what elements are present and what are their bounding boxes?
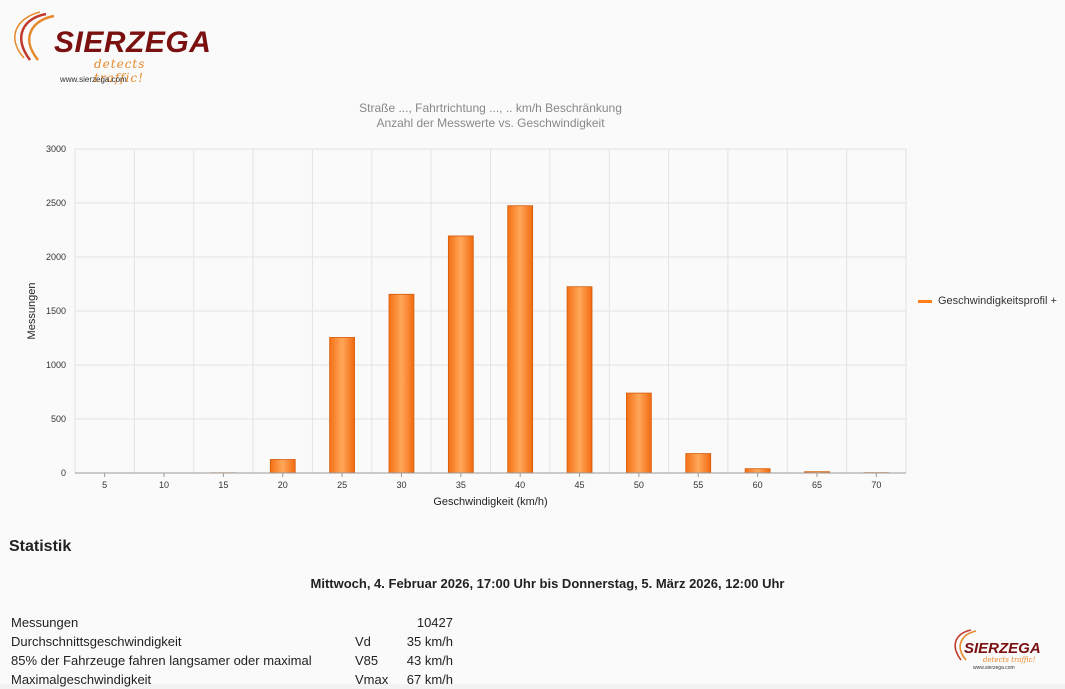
y-tick-label: 1000	[46, 360, 66, 370]
y-tick-label: 0	[61, 468, 66, 478]
x-tick-label: 50	[634, 480, 644, 490]
y-tick-label: 500	[51, 414, 66, 424]
speed-histogram-chart: Straße ..., Fahrtrichtung ..., .. km/h B…	[0, 95, 1065, 525]
stats-value: 35 km/h	[400, 632, 453, 651]
sierzega-logo: SIERZEGA detects traffic! www.sierzega.c…	[6, 8, 196, 88]
x-tick-label: 55	[693, 480, 703, 490]
legend-label: Geschwindigkeitsprofil +	[938, 295, 1057, 307]
measurement-period: Mittwoch, 4. Februar 2026, 17:00 Uhr bis…	[0, 576, 1065, 591]
x-tick-label: 70	[871, 480, 881, 490]
x-tick-label: 45	[575, 480, 585, 490]
stats-symbol: Vd	[355, 632, 400, 651]
y-axis-title: Messungen	[26, 283, 38, 340]
stats-value: 10427	[400, 613, 453, 632]
footer-logo-url: www.sierzega.com	[973, 665, 1015, 671]
histogram-bar	[270, 460, 295, 474]
chart-legend[interactable]: Geschwindigkeitsprofil +	[918, 295, 1057, 307]
stats-symbol: Vmax	[355, 670, 400, 689]
histogram-bar	[330, 337, 355, 473]
histogram-bar	[686, 454, 711, 473]
x-tick-label: 65	[812, 480, 822, 490]
x-tick-label: 35	[456, 480, 466, 490]
x-tick-label: 15	[218, 480, 228, 490]
chart-subtitle: Anzahl der Messwerte vs. Geschwindigkeit	[376, 116, 605, 130]
y-tick-label: 3000	[46, 144, 66, 154]
stats-row: 85% der Fahrzeuge fahren langsamer oder …	[11, 651, 453, 670]
y-tick-label: 2500	[46, 198, 66, 208]
y-tick-label: 2000	[46, 252, 66, 262]
chart-title: Straße ..., Fahrtrichtung ..., .. km/h B…	[359, 101, 622, 115]
logo-url: www.sierzega.com	[60, 75, 127, 84]
stats-value: 67 km/h	[400, 670, 453, 689]
stats-symbol	[355, 613, 400, 632]
footer-logo-wordmark: SIERZEGA	[964, 640, 1041, 657]
legend-swatch	[918, 300, 932, 303]
stats-row: Messungen 10427	[11, 613, 453, 632]
x-axis-title: Geschwindigkeit (km/h)	[433, 496, 547, 508]
histogram-bar	[567, 287, 592, 473]
footer-logo-tagline: detects traffic!	[983, 656, 1035, 664]
histogram-bar	[389, 294, 414, 473]
x-tick-label: 40	[515, 480, 525, 490]
statistics-heading: Statistik	[9, 538, 71, 556]
chart-canvas: Straße ..., Fahrtrichtung ..., .. km/h B…	[0, 95, 1065, 525]
logo-wordmark: SIERZEGA	[54, 26, 211, 60]
x-tick-label: 20	[278, 480, 288, 490]
histogram-bar	[508, 206, 533, 473]
stats-label: 85% der Fahrzeuge fahren langsamer oder …	[11, 651, 355, 670]
x-tick-label: 60	[753, 480, 763, 490]
x-tick-label: 5	[102, 480, 107, 490]
stats-label: Messungen	[11, 613, 355, 632]
x-tick-label: 25	[337, 480, 347, 490]
stats-symbol: V85	[355, 651, 400, 670]
histogram-bar	[745, 469, 770, 473]
stats-value: 43 km/h	[400, 651, 453, 670]
y-tick-label: 1500	[46, 306, 66, 316]
stats-label: Maximalgeschwindigkeit	[11, 670, 355, 689]
x-tick-label: 30	[396, 480, 406, 490]
footer-sierzega-logo: SIERZEGA detects traffic! www.sierzega.c…	[945, 626, 1055, 676]
histogram-bar	[448, 236, 473, 473]
histogram-bar	[626, 393, 651, 473]
x-tick-label: 10	[159, 480, 169, 490]
stats-label: Durchschnittsgeschwindigkeit	[11, 632, 355, 651]
